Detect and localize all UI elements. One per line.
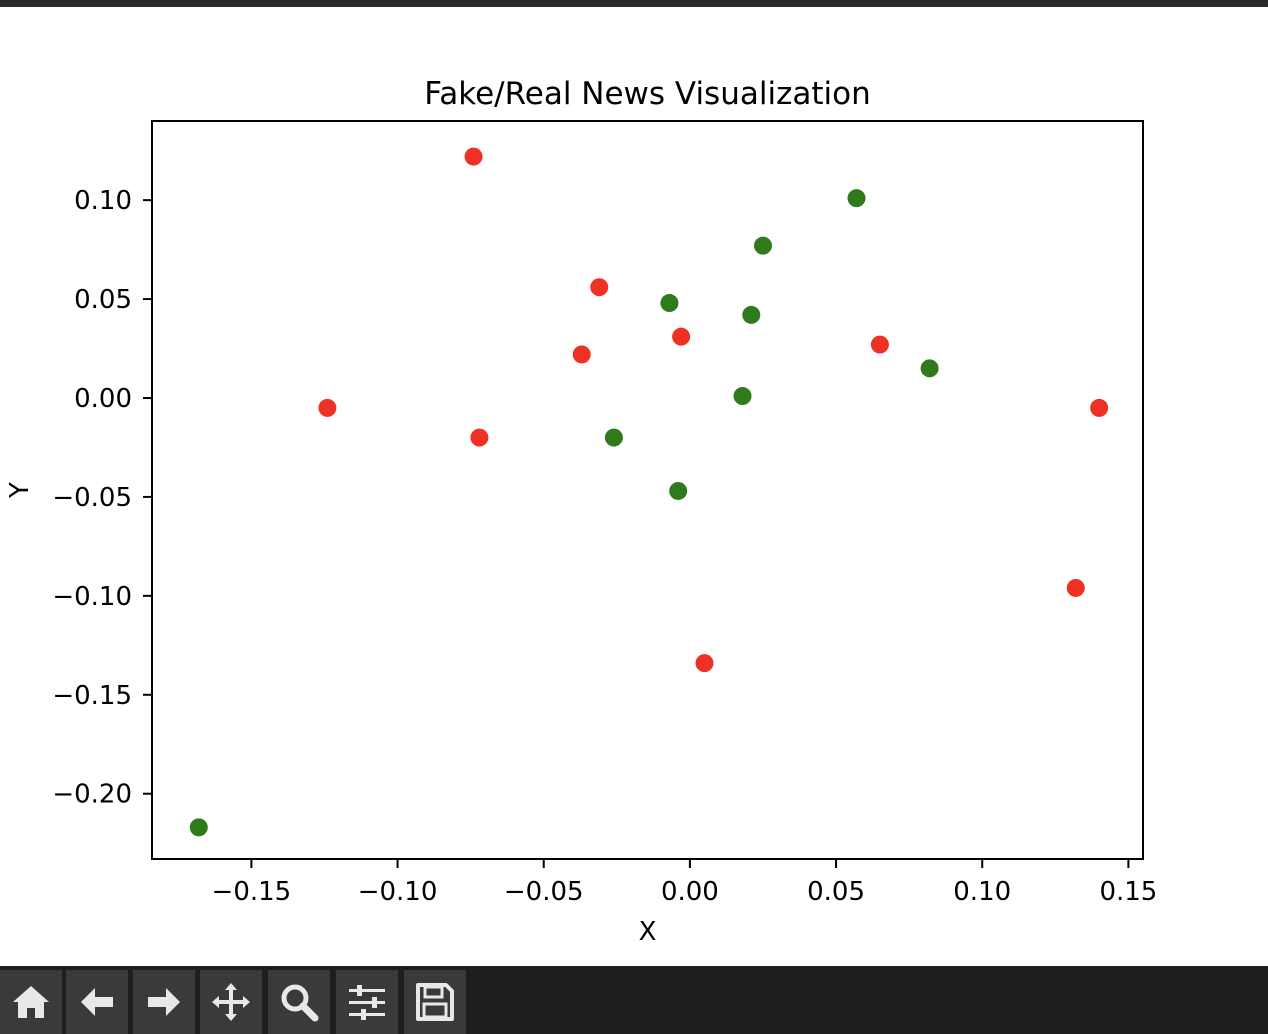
data-point-1-0 [847,189,866,208]
y-axis-label: Y [5,482,35,499]
forward-button[interactable] [133,970,195,1034]
forward-arrow-icon [148,988,180,1016]
data-point-1-6 [604,428,623,447]
data-point-1-1 [753,236,772,255]
x-tick-label: 0.15 [1099,877,1157,907]
pan-button[interactable] [200,970,262,1034]
y-tick-label: 0.10 [74,186,132,216]
x-axis-label: X [639,917,657,947]
data-point-0-3 [672,327,691,346]
y-tick-label: 0.05 [74,285,132,315]
data-point-1-2 [660,294,679,313]
navigation-toolbar [0,966,1268,1034]
data-point-1-4 [920,359,939,378]
back-arrow-icon [81,988,113,1016]
data-point-0-6 [470,428,489,447]
y-tick-label: −0.10 [52,582,132,612]
data-point-0-2 [572,345,591,364]
data-point-1-8 [189,818,208,837]
data-point-1-5 [733,387,752,406]
figure-canvas: Fake/Real News Visualization −0.15 −0.10 −0… [0,7,1268,966]
data-point-0-0 [464,147,483,166]
data-point-0-1 [590,278,609,297]
x-tick-label: −0.15 [212,877,292,907]
y-tick-label: −0.20 [52,780,132,810]
home-icon [13,986,49,1018]
configure-subplots-icon [349,985,385,1020]
data-point-1-3 [742,305,761,324]
save-floppy-icon [416,983,454,1021]
back-button[interactable] [66,970,128,1034]
x-tick-label: 0.10 [953,877,1011,907]
home-button[interactable] [0,970,62,1034]
x-tick-label: −0.05 [504,877,584,907]
data-point-0-7 [1090,398,1109,417]
pan-move-icon [212,983,250,1021]
plot-frame [151,120,1144,860]
y-tick-label: −0.05 [52,483,132,513]
zoom-magnifier-icon [281,984,319,1022]
data-point-0-8 [1066,578,1085,597]
y-tick-label: −0.15 [52,681,132,711]
x-tick-label: 0.00 [661,877,719,907]
data-point-1-7 [669,481,688,500]
zoom-button[interactable] [268,970,330,1034]
data-point-0-4 [870,335,889,354]
scatter-chart: Fake/Real News Visualization −0.15 −0.10 −0… [5,76,1157,947]
x-tick-label: −0.10 [358,877,438,907]
save-button[interactable] [404,970,466,1034]
chart-title: Fake/Real News Visualization [424,76,870,112]
data-point-0-9 [695,654,714,673]
data-point-0-5 [318,398,337,417]
window-top-border [0,0,1268,7]
configure-subplots-button[interactable] [336,970,398,1034]
y-tick-label: 0.00 [74,384,132,414]
x-tick-label: 0.05 [807,877,865,907]
